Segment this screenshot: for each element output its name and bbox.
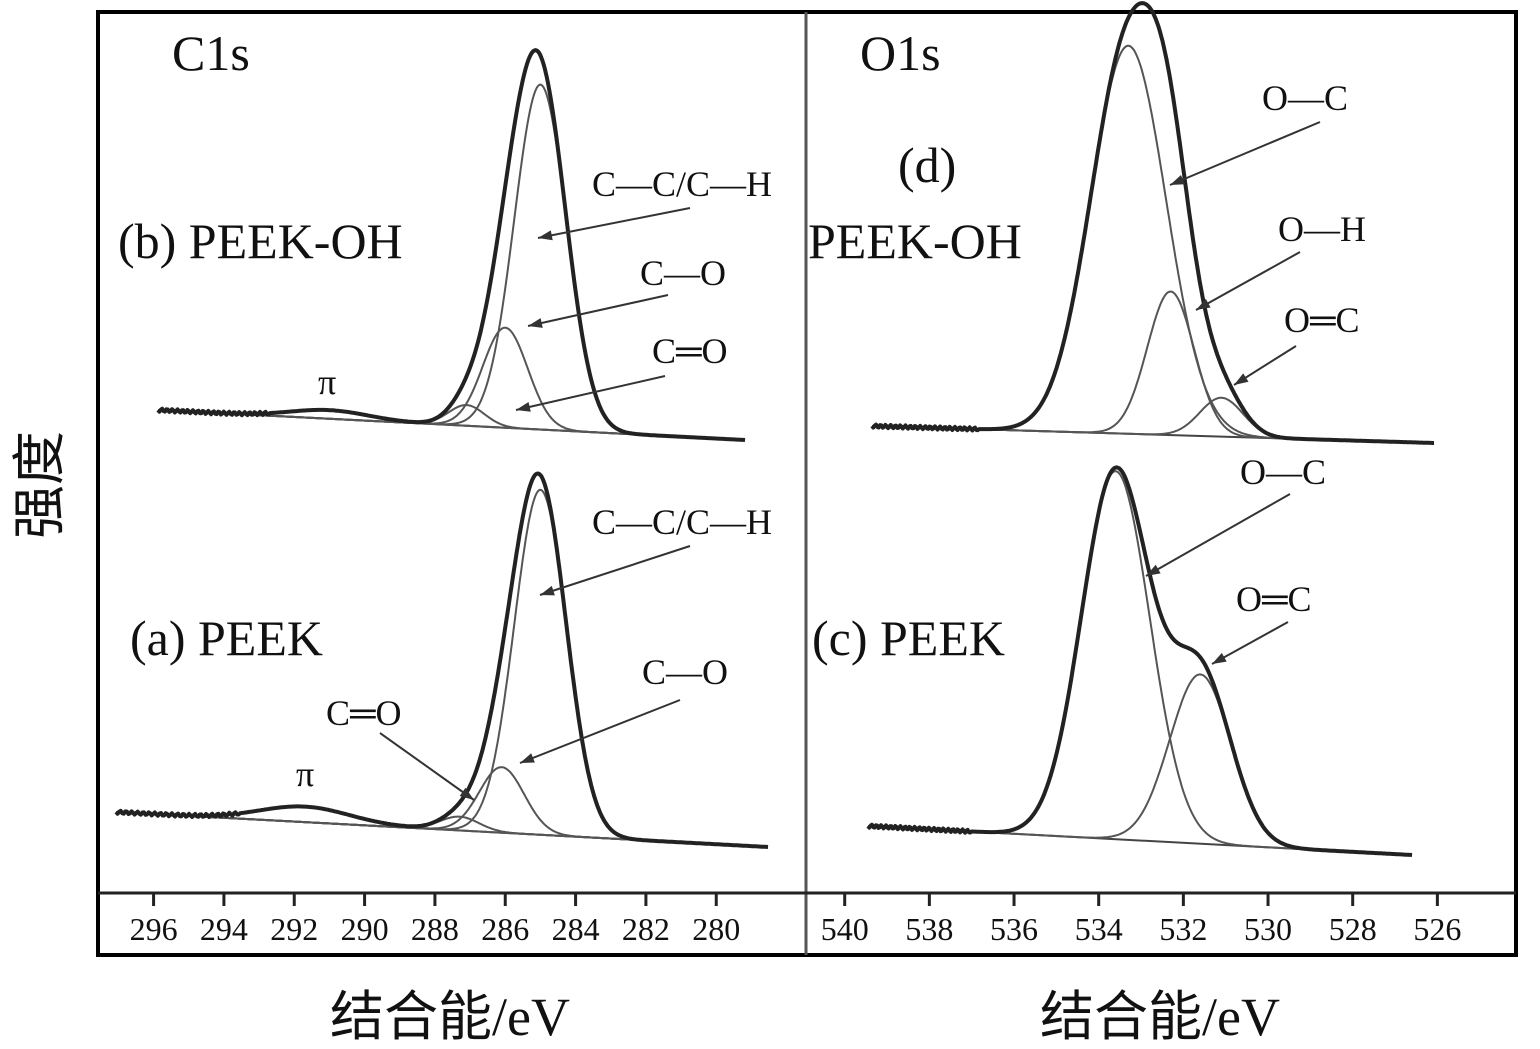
annotation-arrow-head xyxy=(1212,652,1227,664)
peak-label-c-odc: O═C xyxy=(1236,579,1312,619)
peak-label-b-cdo: C═O xyxy=(652,331,728,371)
c1s-panel xyxy=(114,48,769,849)
annotation-arrow-head xyxy=(1146,564,1161,576)
x-tick-label: 286 xyxy=(481,911,529,947)
x-tick-label: 538 xyxy=(905,911,953,947)
sample-label-peek-oh-o1s-name: PEEK-OH xyxy=(808,213,1022,269)
annotation-arrow-line xyxy=(1145,493,1291,577)
o1s-title: O1s xyxy=(860,25,941,81)
sample-label-peek-c1s: (a) PEEK xyxy=(130,610,323,666)
x-tick-label: 534 xyxy=(1075,911,1123,947)
x-tick-label: 540 xyxy=(821,911,869,947)
x-tick-label: 292 xyxy=(270,911,318,947)
x-tick-label: 288 xyxy=(411,911,459,947)
x-tick-label: 532 xyxy=(1159,911,1207,947)
peak-label-c-oc: O—C xyxy=(1240,452,1326,492)
annotation-arrow-line xyxy=(519,699,681,764)
sample-label-peek-oh-c1s: (b) PEEK-OH xyxy=(118,213,403,269)
annotation-arrow-line xyxy=(527,294,669,327)
peak-label-d-odc: O═C xyxy=(1284,300,1360,340)
annotation-arrow-line xyxy=(379,732,475,801)
annotation-arrow-line xyxy=(1169,121,1321,186)
annotation-arrow-head xyxy=(538,230,553,241)
annotation-arrow-head xyxy=(1196,298,1211,310)
annotation-arrow-line xyxy=(1211,621,1289,665)
x-tick-label: 528 xyxy=(1329,911,1377,947)
annotation-arrows xyxy=(379,121,1321,801)
peak-label-d-oc: O—C xyxy=(1262,78,1348,118)
annotation-arrow-head xyxy=(516,402,531,412)
peak-label-b-co: C—O xyxy=(640,253,726,293)
envelope-curve xyxy=(114,471,769,849)
annotation-arrow-line xyxy=(1195,251,1301,311)
component-peak xyxy=(115,766,769,848)
peak-label-d-oh: O—H xyxy=(1278,209,1366,249)
peak-label-b-ccch: C—C/C—H xyxy=(592,164,772,204)
x-tick-label: 284 xyxy=(552,911,600,947)
y-axis-title: 强度 xyxy=(10,431,70,539)
o1s-panel xyxy=(866,1,1435,857)
annotation-arrow-head xyxy=(1234,373,1249,385)
component-peak xyxy=(872,396,1434,444)
annotation-arrow-head xyxy=(520,753,535,763)
annotation-arrow-line xyxy=(515,375,666,411)
sample-label-peek-o1s: (c) PEEK xyxy=(812,610,1005,666)
peak-label-a-pi: π xyxy=(296,754,314,794)
x-axis-title-left: 结合能/eV xyxy=(330,987,570,1047)
annotation-arrow-head xyxy=(1170,174,1185,185)
x-tick-label: 282 xyxy=(622,911,670,947)
peak-label-a-co: C—O xyxy=(642,652,728,692)
x-tick-label: 530 xyxy=(1244,911,1292,947)
c1s-title: C1s xyxy=(172,25,250,81)
envelope-curve xyxy=(866,465,1413,857)
x-axis-title-right: 结合能/eV xyxy=(1040,987,1280,1047)
peak-label-a-ccch: C—C/C—H xyxy=(592,502,772,542)
peak-label-a-cdo: C═O xyxy=(326,693,402,733)
annotation-arrow-line xyxy=(537,207,691,239)
envelope-curve xyxy=(156,48,746,442)
x-tick-label: 296 xyxy=(130,911,178,947)
x-tick-label: 526 xyxy=(1413,911,1461,947)
x-tick-label: 536 xyxy=(990,911,1038,947)
annotation-arrow-head xyxy=(540,585,555,596)
peak-label-b-pi: π xyxy=(318,362,336,402)
envelope-curve xyxy=(870,1,1435,445)
annotation-arrow-head xyxy=(528,318,543,328)
x-tick-label: 290 xyxy=(341,911,389,947)
annotation-arrow-line xyxy=(539,545,691,596)
x-tick-label: 294 xyxy=(200,911,248,947)
x-axis-ticks: 296 294 292 290 288 286 284 282 280 540 538 536 534 5… xyxy=(130,893,1461,947)
annotation-arrow-head xyxy=(459,787,474,800)
x-tick-label: 280 xyxy=(692,911,740,947)
sample-label-peek-oh-o1s-letter: (d) xyxy=(898,137,956,193)
